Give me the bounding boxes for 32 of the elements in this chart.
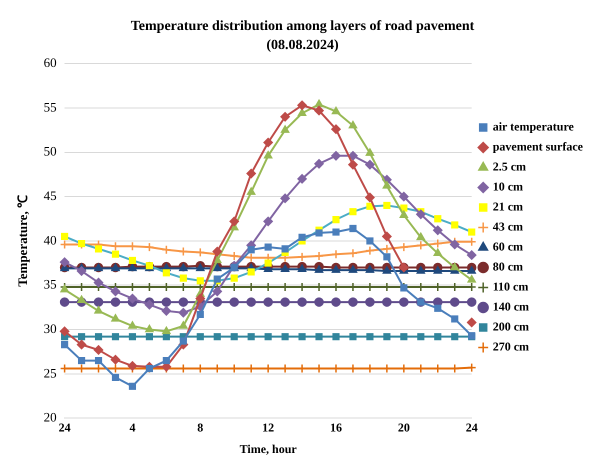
legend-label: 21 cm [492,200,524,214]
x-tick-label: 24 [58,420,71,434]
y-tick-label: 55 [44,99,57,114]
legend-label: 43 cm [492,220,524,234]
x-tick-label: 12 [262,420,274,434]
x-axis-title: Time, hour [240,442,298,456]
chart-subtitle: (08.08.2024) [266,38,339,53]
y-tick-label: 25 [44,365,57,380]
legend-label: 60 cm [492,240,524,254]
y-tick-label: 20 [44,410,57,425]
y-axis-title: Temperature, ℃ [15,195,30,287]
legend-label: 110 cm [492,280,528,294]
y-tick-label: 35 [44,276,57,292]
x-tick-label: 8 [197,420,204,434]
y-tick-label: 50 [44,144,57,159]
legend-label: pavement surface [492,140,584,154]
legend-label: air temperature [492,120,575,134]
legend-label: 270 cm [492,340,530,354]
legend-label: 10 cm [492,180,524,194]
y-tick-label: 30 [44,320,57,336]
y-tick-label: 40 [44,232,57,248]
x-tick-label: 4 [129,420,136,434]
legend-label: 80 cm [492,260,524,274]
x-tick-label: 24 [466,420,478,434]
chart-title: Temperature distribution among layers of road pavement [130,19,475,34]
legend-label: 200 cm [492,320,530,334]
x-tick-label: 16 [330,420,342,434]
legend-label: 140 cm [492,300,530,314]
y-tick-label: 45 [44,188,57,203]
y-tick-label: 60 [44,55,57,70]
x-tick-label: 20 [398,420,410,434]
legend-label: 2.5 cm [492,160,526,174]
